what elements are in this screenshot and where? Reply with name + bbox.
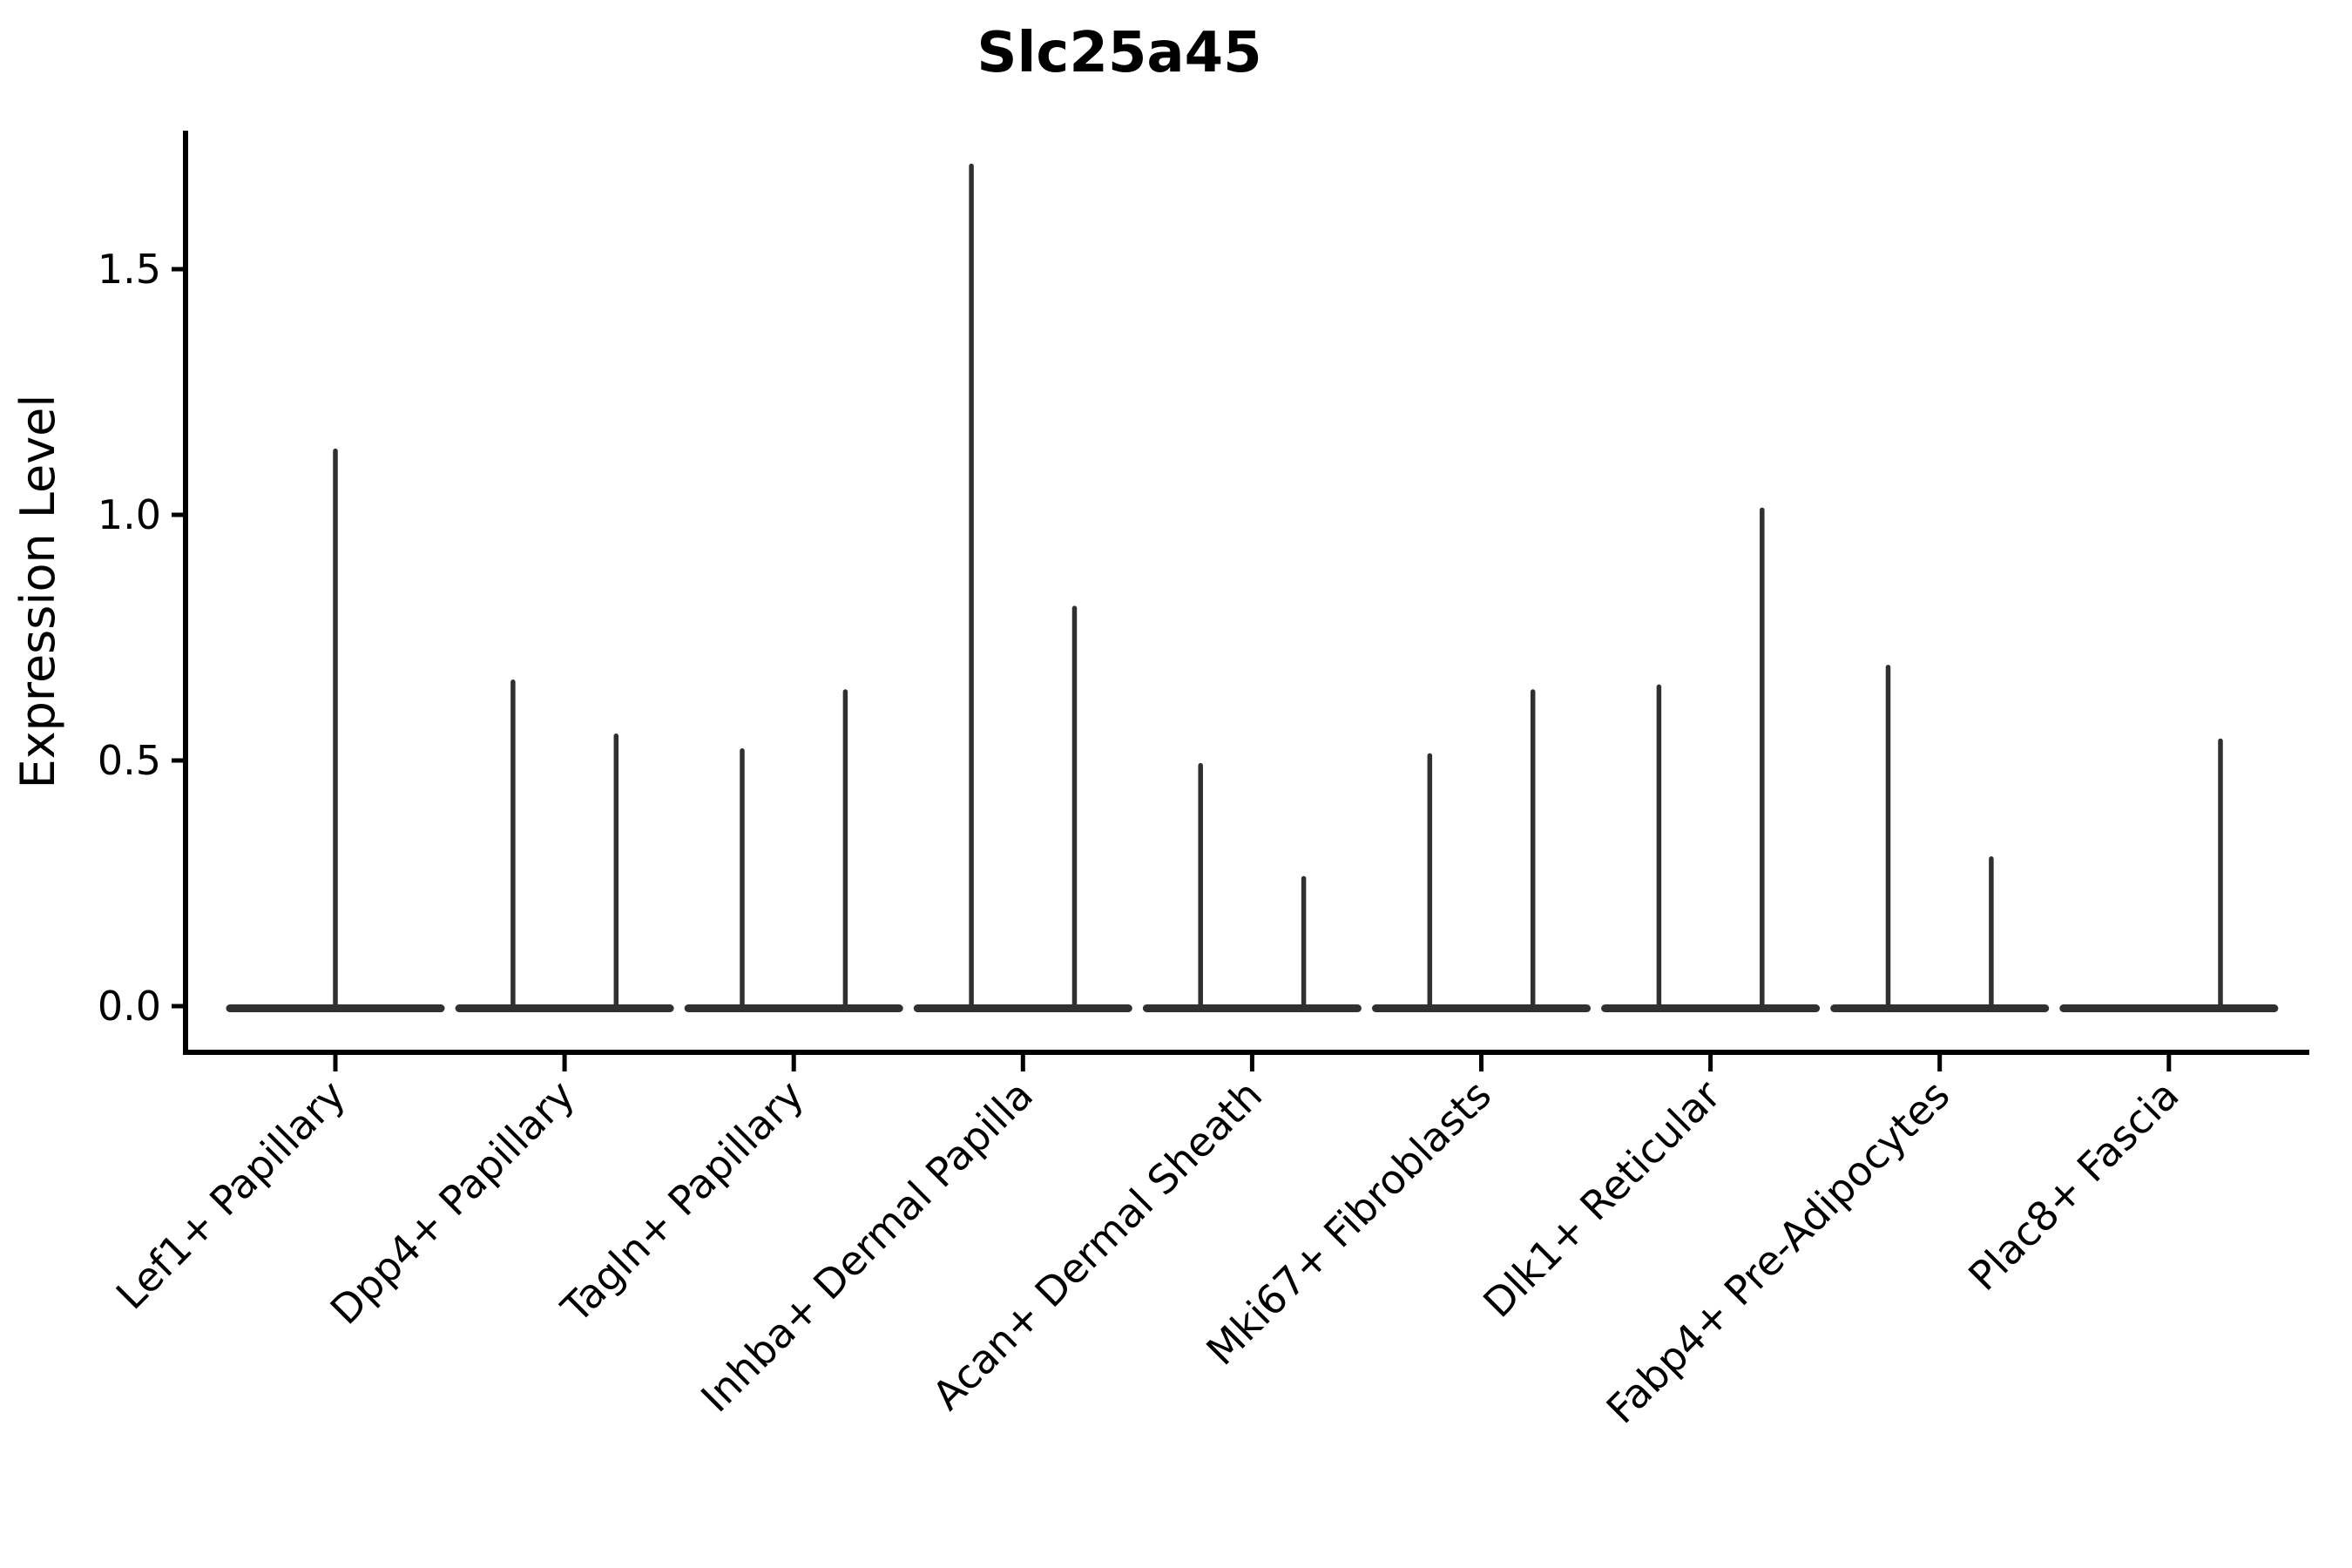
violin (226, 448, 445, 1012)
x-category-label: Dpp4+ Papillary (321, 1071, 584, 1334)
plot-title: Slc25a45 (977, 21, 1261, 85)
y-axis-title: Expression Level (10, 395, 65, 789)
violin (1601, 507, 1821, 1012)
violin (913, 163, 1132, 1012)
violin (1142, 762, 1362, 1012)
y-tick-label: 1.0 (98, 491, 161, 538)
violin (455, 679, 674, 1012)
y-tick-label: 0.5 (98, 737, 161, 784)
x-category-label: Plac8+ Fascia (1959, 1071, 2187, 1300)
y-tick-label: 0.0 (98, 983, 161, 1030)
x-category-label: Lef1+ Papillary (107, 1071, 355, 1319)
violin (684, 689, 903, 1012)
violin (2059, 738, 2279, 1012)
violins (226, 163, 2279, 1012)
violin (1371, 689, 1592, 1012)
violin (1830, 665, 2050, 1012)
x-category-label: Dlk1+ Reticular (1474, 1071, 1729, 1327)
y-tick-label: 1.5 (98, 246, 161, 293)
x-category-label: Tagln+ Papillary (551, 1071, 813, 1333)
